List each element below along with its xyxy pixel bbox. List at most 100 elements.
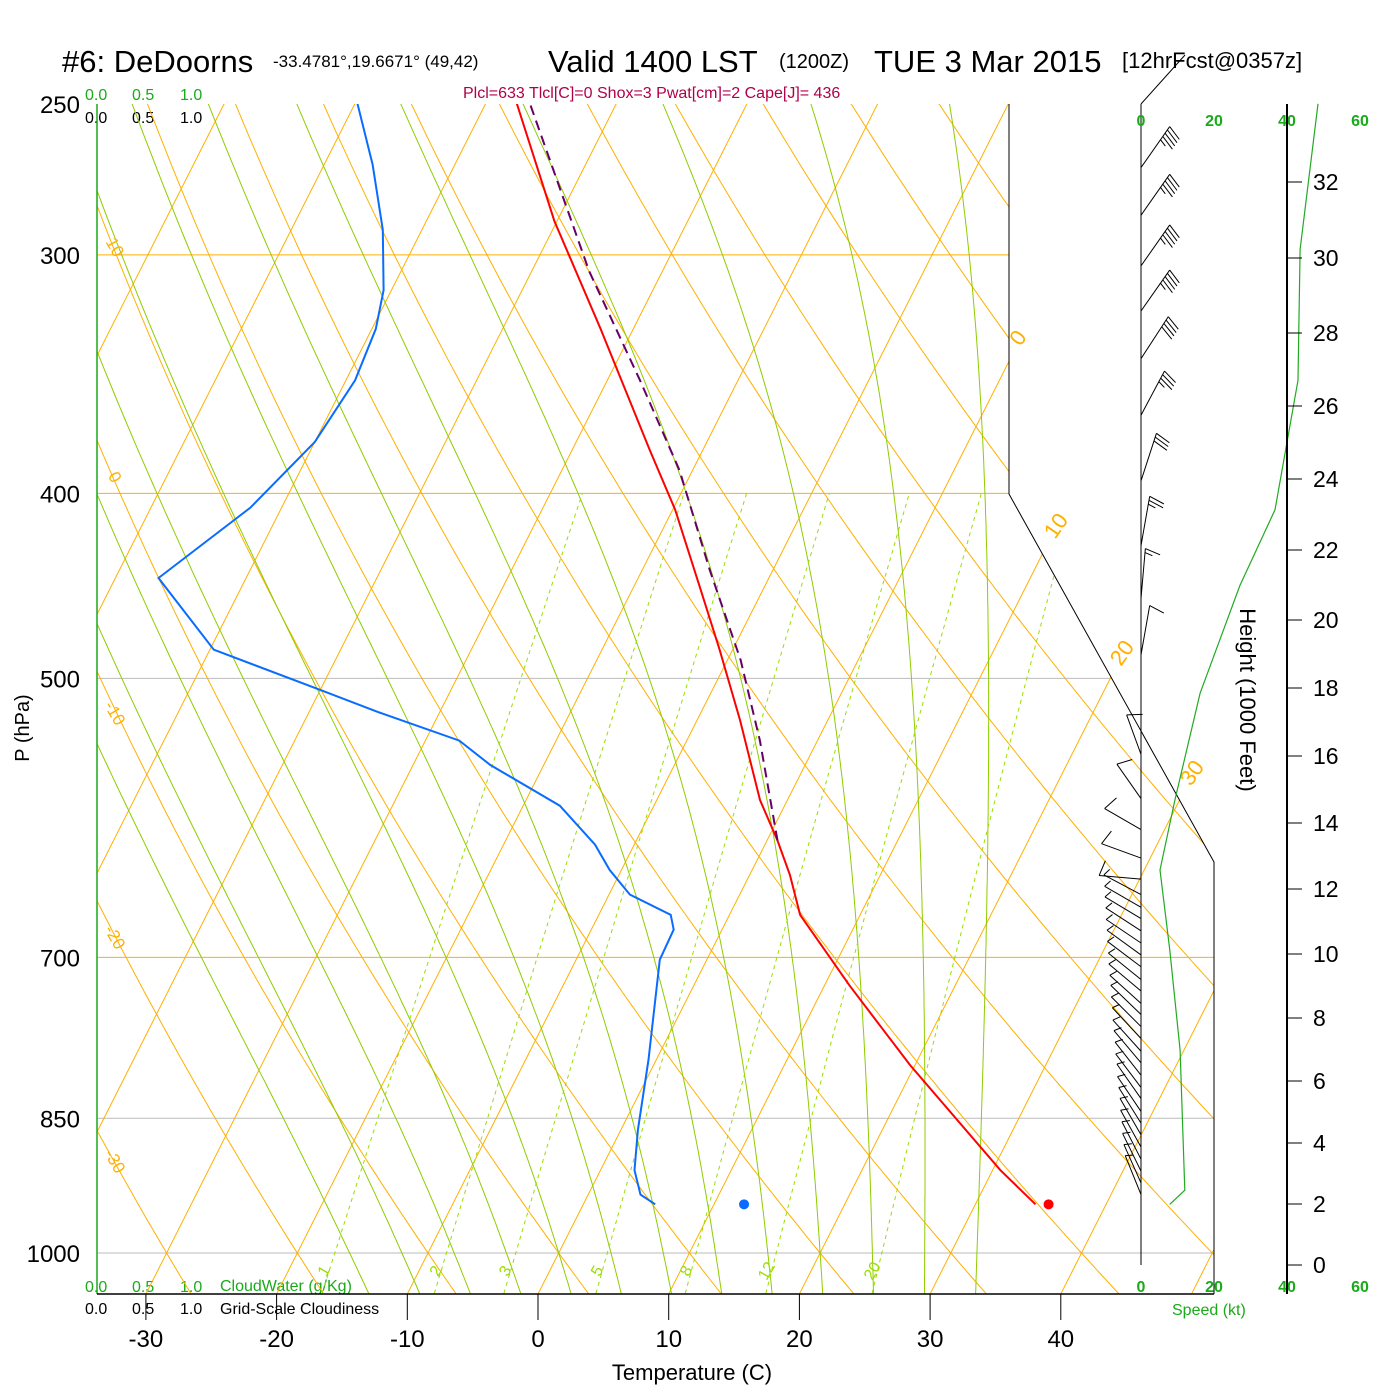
- wind-barb: [1112, 1016, 1142, 1052]
- height-tick-label: 20: [1313, 607, 1339, 633]
- barb-half-feather: [1105, 914, 1113, 920]
- wind-barb: [1116, 758, 1142, 799]
- wind-barb: [1104, 797, 1142, 830]
- speed-tick-bottom: 0: [1137, 1279, 1146, 1296]
- barb-stem: [1103, 874, 1142, 896]
- isotherm-line: [1060, 104, 1214, 1294]
- pressure-tick-label: 700: [40, 945, 80, 972]
- speed-tick-bottom: 20: [1205, 1279, 1223, 1296]
- barb-stem: [1110, 984, 1142, 1015]
- isotherm-line: [97, 104, 319, 1294]
- wind-barb: [1110, 981, 1142, 1015]
- barb-stem: [1124, 1155, 1142, 1195]
- wind-barb: [1119, 1096, 1142, 1135]
- mixing-ratio-label: 12: [755, 1259, 779, 1283]
- barb-half-feather: [1108, 948, 1116, 954]
- title-leader-line: [1140, 54, 1186, 105]
- wind-barb: [1107, 936, 1142, 968]
- dry-adiabat-line: [481, 104, 1214, 1294]
- barb-feather: [1164, 180, 1176, 194]
- legend-tick: 0.5: [132, 110, 154, 127]
- temperature-tick-label: 0: [531, 1326, 544, 1353]
- barb-half-feather: [1160, 237, 1166, 245]
- pressure-tick-label: 1000: [27, 1241, 80, 1268]
- temperature-tick-label: -30: [129, 1326, 164, 1353]
- barb-feather: [1145, 548, 1161, 556]
- temperature-tick-label: -20: [259, 1326, 294, 1353]
- speed-tick-top: 20: [1205, 113, 1223, 130]
- dry-adiabat-line: [308, 104, 1119, 1294]
- height-tick-label: 2: [1313, 1191, 1326, 1217]
- barb-stem: [1140, 548, 1146, 599]
- barb-feather: [1116, 758, 1133, 765]
- barb-feather: [1169, 174, 1180, 188]
- isotherm-label: 10: [1039, 509, 1074, 543]
- barb-half-feather: [1160, 139, 1166, 147]
- barb-half-feather: [1103, 868, 1111, 876]
- barb-stem: [1104, 896, 1142, 919]
- barb-half-feather: [1116, 1061, 1125, 1065]
- wind-barb: [1109, 970, 1142, 1004]
- mixing-ratio-line: [433, 493, 685, 1294]
- temperature-tick-label: 10: [655, 1326, 682, 1353]
- barb-feather: [1166, 227, 1178, 242]
- barb-stem: [1119, 1098, 1142, 1135]
- dry-adiabat-line: [742, 104, 1214, 1294]
- barb-stem: [1126, 714, 1142, 755]
- pressure-tick-label: 400: [40, 481, 80, 508]
- barb-stem: [1112, 1019, 1142, 1052]
- parcel-line: [529, 104, 779, 841]
- height-tick-label: 28: [1313, 320, 1339, 346]
- barb-feather: [1164, 370, 1176, 383]
- temperature-tick-label: 40: [1047, 1326, 1074, 1353]
- wind-barb: [1101, 830, 1142, 859]
- barb-stem: [1121, 1121, 1142, 1160]
- dry-adiabat-line: [97, 104, 192, 1294]
- wind-barb: [1116, 1061, 1142, 1099]
- station-title: #6: DeDoorns: [62, 44, 253, 79]
- adiabat-label: -30: [100, 1146, 129, 1177]
- barb-half-feather: [1118, 1085, 1127, 1089]
- wind-barb: [1104, 891, 1142, 919]
- speed-tick-top: 0: [1137, 113, 1146, 130]
- pressure-tick-label: 500: [40, 666, 80, 693]
- barb-half-feather: [1125, 1154, 1134, 1157]
- barb-half-feather: [1111, 992, 1119, 998]
- barb-feather: [1166, 177, 1178, 191]
- barb-feather: [1149, 495, 1165, 505]
- dry-adiabat-line: [97, 104, 324, 1294]
- wind-barb: [1110, 992, 1142, 1027]
- dry-adiabat-line: [568, 104, 1214, 1294]
- height-tick-label: 22: [1313, 537, 1339, 563]
- moist-adiabat-line: [207, 104, 672, 1294]
- dry-adiabat-line: [97, 104, 722, 1294]
- plot-frame: [96, 54, 1215, 1295]
- barb-half-feather: [1115, 1050, 1124, 1055]
- wind-barb: [1140, 316, 1179, 359]
- moist-adiabat-line: [400, 104, 773, 1294]
- barb-feather: [1162, 183, 1173, 198]
- temperature-tick-label: 20: [786, 1326, 813, 1353]
- barb-half-feather: [1119, 1096, 1128, 1099]
- barb-stem: [1104, 885, 1142, 908]
- barb-stem: [1105, 919, 1142, 944]
- wind-barb: [1105, 914, 1142, 944]
- barb-stem: [1140, 316, 1169, 359]
- wind-barb: [1117, 1073, 1142, 1112]
- barb-feather: [1169, 126, 1180, 140]
- legend-tick: 0.5: [132, 87, 154, 104]
- mixing-ratio-label: 5: [588, 1263, 607, 1279]
- legend-tick: 0.0: [85, 87, 107, 104]
- barb-half-feather: [1106, 925, 1114, 931]
- height-tick-label: 18: [1313, 675, 1339, 701]
- adiabat-label: -20: [100, 922, 129, 953]
- moist-adiabat-line: [296, 104, 723, 1294]
- barb-stem: [1101, 843, 1142, 859]
- barb-stem: [1111, 1007, 1142, 1039]
- barb-feather: [1161, 326, 1173, 340]
- barb-feather: [1104, 797, 1117, 809]
- barb-half-feather: [1158, 381, 1165, 388]
